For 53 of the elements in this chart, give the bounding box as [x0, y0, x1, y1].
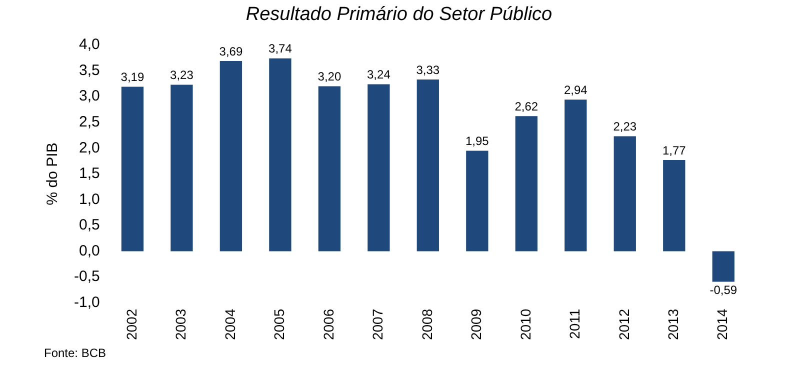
data-label: -0,59: [710, 283, 738, 298]
x-tick-label: 2012: [616, 308, 632, 340]
y-tick-label: -1,0: [74, 294, 100, 311]
y-tick-label: 3,0: [78, 88, 100, 105]
y-tick-label: 2,5: [78, 113, 100, 130]
x-tick-label: 2005: [271, 308, 288, 340]
bar: [318, 86, 341, 252]
data-label: 2,23: [613, 120, 637, 134]
x-tick-label: 2013: [664, 308, 681, 340]
x-tick-label: 2007: [370, 308, 386, 340]
data-label: 3,24: [367, 68, 391, 82]
bar: [466, 150, 488, 252]
bar: [614, 136, 636, 252]
x-tick-label: 2008: [418, 308, 435, 340]
data-label: 3,74: [268, 42, 292, 56]
data-label: 3,20: [318, 70, 342, 84]
x-tick-label: 2006: [320, 308, 336, 340]
bar: [121, 86, 144, 252]
y-tick-label: 3,5: [78, 62, 100, 79]
bar: [269, 58, 292, 252]
source-note: Fonte: BCB: [44, 346, 106, 360]
bar: [564, 100, 587, 252]
y-tick-label: 1,0: [78, 190, 100, 208]
data-label: 3,19: [120, 70, 144, 84]
x-tick-label: 2004: [222, 308, 238, 340]
bar: [515, 116, 538, 252]
data-label: 2,94: [564, 82, 588, 97]
data-label: 2,62: [514, 99, 538, 114]
data-label: 1,77: [662, 143, 686, 158]
x-tick-label: 2003: [172, 308, 189, 340]
y-tick-label: 0,0: [78, 242, 100, 260]
data-label: 3,69: [219, 44, 243, 58]
bar: [170, 84, 193, 252]
data-label: 3,23: [170, 68, 194, 82]
data-label: 3,33: [416, 62, 440, 77]
x-tick-label: 2014: [714, 308, 730, 340]
x-tick-label: 2011: [566, 308, 583, 339]
bar: [712, 251, 734, 282]
bar: [220, 60, 242, 252]
x-tick-label: 2010: [517, 308, 534, 340]
bar: [368, 84, 390, 252]
x-tick-label: 2002: [123, 308, 140, 340]
data-label: 1,95: [465, 134, 490, 148]
y-tick-label: 4,0: [78, 36, 100, 54]
y-tick-label: -0,5: [74, 268, 100, 286]
chart-title: Resultado Primário do Setor Público: [244, 4, 554, 26]
y-tick-label: 0,5: [78, 216, 100, 234]
bar: [416, 80, 440, 252]
bar: [663, 160, 686, 252]
y-axis-title: % do PIB: [44, 142, 62, 206]
x-tick-label: 2009: [468, 308, 484, 340]
y-tick-label: 2,0: [78, 139, 100, 156]
y-tick-label: 1,5: [78, 165, 100, 182]
